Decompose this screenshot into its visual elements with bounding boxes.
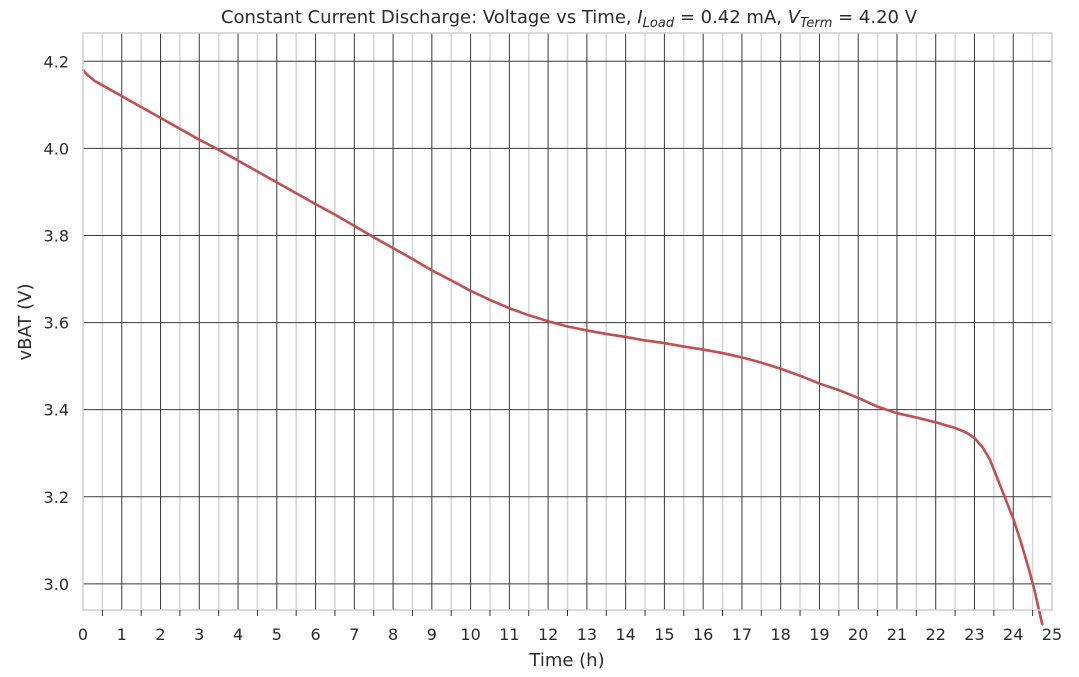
- iload-subscript: Load: [643, 16, 675, 31]
- x-tick-label: 12: [538, 625, 558, 644]
- y-tick-label: 4.2: [44, 52, 69, 71]
- y-tick-label: 3.0: [44, 575, 69, 594]
- x-tick-label: 19: [809, 625, 829, 644]
- x-tick-label: 14: [615, 625, 635, 644]
- x-tick-label: 18: [771, 625, 791, 644]
- x-tick-label: 1: [117, 625, 127, 644]
- x-tick-label: 17: [732, 625, 752, 644]
- x-tick-label: 24: [1003, 625, 1023, 644]
- chart-title: Constant Current Discharge: Voltage vs T…: [221, 7, 918, 31]
- vterm-subscript: Term: [800, 16, 832, 31]
- vterm-symbol: V: [788, 7, 802, 28]
- x-tick-label: 3: [194, 625, 204, 644]
- x-tick-label: 4: [233, 625, 243, 644]
- y-axis-tick-labels: 3.0 3.2 3.4 3.6 3.8 4.0 4.2: [44, 52, 69, 594]
- x-tick-label: 23: [964, 625, 984, 644]
- x-axis-title: Time (h): [528, 650, 604, 671]
- x-axis-tick-labels: 0 1 2 3 4 5 6 7 8 9 10 11 12 13 14 15 16 17 18 19 20 21 22 23 24…: [78, 625, 1062, 644]
- x-tick-label: 5: [272, 625, 282, 644]
- x-axis-ticks: [101, 610, 1034, 616]
- voltage-line: [81, 68, 1044, 626]
- x-tick-label: 9: [427, 625, 437, 644]
- x-tick-label: 13: [577, 625, 597, 644]
- title-prefix: Constant Current Discharge: Voltage vs T…: [221, 7, 637, 28]
- y-tick-label: 3.2: [44, 488, 69, 507]
- x-tick-label: 8: [388, 625, 398, 644]
- x-tick-label: 7: [349, 625, 359, 644]
- x-tick-label: 15: [654, 625, 674, 644]
- series-layer: [81, 68, 1044, 626]
- iload-value: = 0.42 mA,: [674, 7, 788, 28]
- x-tick-label: 16: [693, 625, 713, 644]
- y-axis-title: vBAT (V): [15, 284, 36, 361]
- y-tick-label: 4.0: [44, 139, 69, 158]
- y-tick-label: 3.8: [44, 226, 69, 245]
- x-tick-label: 21: [887, 625, 907, 644]
- x-tick-label: 20: [848, 625, 868, 644]
- x-tick-label: 6: [310, 625, 320, 644]
- y-tick-label: 3.6: [44, 314, 69, 333]
- x-tick-label: 22: [926, 625, 946, 644]
- x-tick-label: 11: [499, 625, 519, 644]
- x-tick-label: 2: [155, 625, 165, 644]
- x-tick-label: 10: [460, 625, 480, 644]
- y-tick-label: 3.4: [44, 401, 69, 420]
- iload-symbol: I: [637, 7, 642, 28]
- x-tick-label: 0: [78, 625, 88, 644]
- x-tick-label: 25: [1042, 625, 1062, 644]
- vterm-value: = 4.20 V: [832, 7, 917, 28]
